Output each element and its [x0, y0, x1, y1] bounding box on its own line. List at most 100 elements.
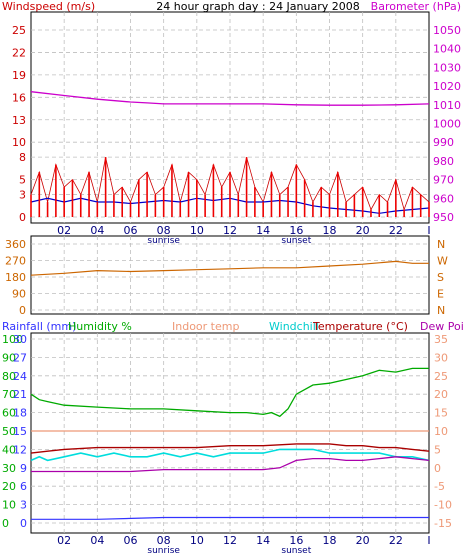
- rainfall-tick-label: 0: [20, 517, 27, 530]
- panel1-x-tick-label: 20: [356, 224, 370, 237]
- barometer-tick-label: 950: [433, 211, 454, 224]
- windchill-line: [30, 448, 430, 462]
- humidity-tick-label: 0: [2, 517, 9, 530]
- windspeed-tick-label: 10: [12, 136, 26, 149]
- direction-tick-label: 180: [5, 271, 26, 284]
- humidity-tick-label: 100: [2, 333, 23, 346]
- panel3-x-tick-label: 12: [223, 534, 237, 547]
- barometer-tick-label: 1010: [433, 99, 461, 112]
- barometer-tick-label: 1000: [433, 118, 461, 131]
- panel3-x-tick-label: 10: [190, 534, 204, 547]
- barometer-tick-label: 1020: [433, 80, 461, 93]
- tick-labels: 2522191613108530105010401030102010101000…: [2, 24, 461, 556]
- rainfall-tick-label: 12: [13, 443, 27, 456]
- panel3-x-tick-label: 06: [124, 534, 138, 547]
- indoor-temp-legend: Indoor temp: [172, 320, 239, 333]
- temperature-tick-label: 5: [434, 443, 441, 456]
- panel3-x-tick-label: 20: [356, 534, 370, 547]
- panel3-x-tick-label: 16: [289, 534, 303, 547]
- chart-title: 24 hour graph day : 24 January 2008: [156, 0, 360, 13]
- series-lines: [30, 91, 430, 520]
- temperature-tick-label: 25: [434, 370, 448, 383]
- temperature-tick-label: 35: [434, 333, 448, 346]
- compass-tick-label: E: [437, 288, 444, 301]
- panel3-x-tick-label: 22: [389, 534, 403, 547]
- panel1-x-tick-label: 14: [256, 224, 270, 237]
- panel3-x-tick-label: 02: [57, 534, 71, 547]
- barometer-tick-label: 960: [433, 192, 454, 205]
- direction-tick-label: 270: [5, 255, 26, 268]
- rainfall-tick-label: 3: [20, 499, 27, 512]
- barometer-tick-label: 990: [433, 136, 454, 149]
- windspeed-tick-label: 8: [19, 151, 26, 164]
- barometer-tick-label: 1040: [433, 43, 461, 56]
- panel1-x-tick-label: 18: [323, 224, 337, 237]
- panel1-x-tick-label: 06: [124, 224, 138, 237]
- panel1-x-tick-label: 22: [389, 224, 403, 237]
- humidity-tick-label: 70: [2, 388, 16, 401]
- humidity-tick-label: 50: [2, 425, 16, 438]
- rainfall-tick-label: 18: [13, 407, 27, 420]
- compass-tick-label: N: [437, 304, 445, 317]
- panel1-x-tick-label: 10: [190, 224, 204, 237]
- panel3-x-tick-label: 18: [323, 534, 337, 547]
- panel1-sunrise-label: sunrise: [147, 236, 180, 246]
- direction-tick-label: 90: [12, 288, 26, 301]
- barometer-axis-title: Barometer (hPa): [371, 0, 461, 13]
- humidity-tick-label: 60: [2, 407, 16, 420]
- barometer-tick-label: 980: [433, 155, 454, 168]
- wind-direction-line: [30, 260, 429, 276]
- windspeed-tick-label: 16: [12, 91, 26, 104]
- panel1-x-tick-label: 02: [57, 224, 71, 237]
- barometer-line: [30, 91, 430, 106]
- rainfall-tick-label: 24: [13, 370, 27, 383]
- rainfall-tick-label: 6: [20, 480, 27, 493]
- panel3-x-tick-label: I: [427, 534, 430, 547]
- windspeed-tick-label: 22: [12, 46, 26, 59]
- windspeed-tick-label: 13: [12, 114, 26, 127]
- windspeed-tick-label: 25: [12, 24, 26, 37]
- windspeed-tick-label: 19: [12, 69, 26, 82]
- panel3-x-tick-label: 14: [256, 534, 270, 547]
- temperature-tick-label: 15: [434, 407, 448, 420]
- rainfall-tick-label: 27: [13, 351, 27, 364]
- panel1-sunset-label: sunset: [281, 236, 311, 246]
- barometer-tick-label: 1050: [433, 24, 461, 37]
- temperature-legend: Temperature (°C): [312, 320, 408, 333]
- temperature-tick-label: 10: [434, 425, 448, 438]
- temperature-tick-label: -5: [434, 480, 445, 493]
- humidity-tick-label: 10: [2, 499, 16, 512]
- humidity-legend: Humidity %: [68, 320, 132, 333]
- temperature-tick-label: -10: [434, 499, 452, 512]
- dewpoint-legend: Dew Point: [420, 320, 463, 333]
- rainfall-line: [31, 516, 429, 520]
- humidity-tick-label: 80: [2, 370, 16, 383]
- rainfall-axis-title: Rainfall (mm): [2, 320, 76, 333]
- direction-tick-label: 0: [19, 304, 26, 317]
- compass-tick-label: N: [437, 238, 445, 251]
- barometer-tick-label: 970: [433, 174, 454, 187]
- direction-tick-label: 360: [5, 238, 26, 251]
- panel3-sunrise-label: sunrise: [147, 546, 180, 556]
- rainfall-tick-label: 15: [13, 425, 27, 438]
- humidity-tick-label: 40: [2, 443, 16, 456]
- panel1-x-tick-label: 16: [289, 224, 303, 237]
- barometer-tick-label: 1030: [433, 61, 461, 74]
- rainfall-tick-label: 30: [13, 333, 27, 346]
- windspeed-tick-label: 0: [19, 211, 26, 224]
- panel1-x-tick-label: 08: [157, 224, 171, 237]
- temperature-tick-label: -15: [434, 517, 452, 530]
- temperature-line: [30, 443, 430, 454]
- humidity-tick-label: 20: [2, 480, 16, 493]
- panel1-x-tick-label: I: [427, 224, 430, 237]
- compass-tick-label: W: [437, 255, 448, 268]
- windspeed-tick-label: 3: [19, 189, 26, 202]
- temperature-tick-label: 20: [434, 388, 448, 401]
- humidity-line: [30, 367, 429, 418]
- rainfall-tick-label: 21: [13, 388, 27, 401]
- panel3-x-tick-label: 08: [157, 534, 171, 547]
- humidity-tick-label: 90: [2, 351, 16, 364]
- temperature-tick-label: 30: [434, 351, 448, 364]
